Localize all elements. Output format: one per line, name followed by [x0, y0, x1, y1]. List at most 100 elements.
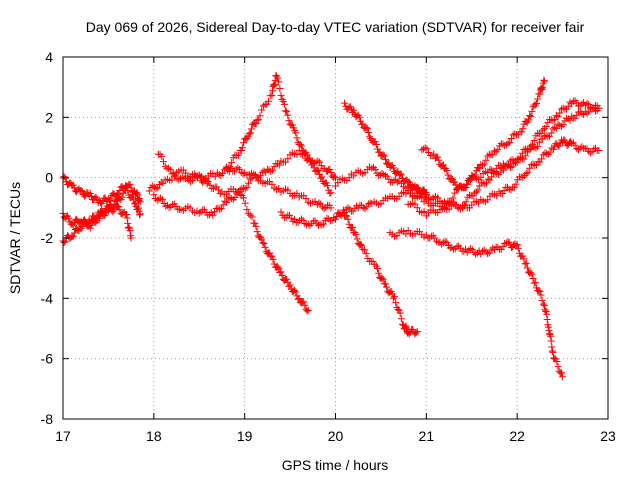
data-point	[444, 171, 452, 179]
series-track-h	[236, 190, 312, 315]
data-point	[590, 145, 598, 153]
y-tick-label: 0	[45, 170, 53, 186]
data-point	[293, 134, 301, 142]
data-point	[374, 264, 382, 272]
data-point	[547, 337, 555, 345]
data-point	[567, 138, 575, 146]
data-point	[330, 214, 338, 222]
data-point	[366, 133, 374, 141]
data-point	[362, 250, 370, 258]
data-point	[60, 173, 68, 181]
data-point	[541, 149, 549, 157]
data-point	[553, 358, 561, 366]
data-point	[302, 195, 310, 203]
data-point	[223, 198, 230, 206]
data-point	[397, 315, 405, 323]
data-point	[545, 327, 553, 335]
data-point	[265, 97, 273, 105]
y-tick-label: -8	[41, 411, 54, 427]
data-point	[544, 323, 552, 331]
data-point	[559, 121, 567, 129]
data-point	[474, 186, 482, 194]
data-point	[458, 183, 466, 191]
data-point	[413, 204, 421, 212]
data-point	[237, 147, 245, 154]
data-point	[559, 104, 567, 112]
data-point	[586, 149, 594, 157]
data-point	[275, 161, 283, 169]
data-point	[472, 188, 480, 196]
data-point	[389, 164, 397, 172]
data-point	[527, 142, 535, 150]
data-point	[304, 306, 312, 314]
data-point	[271, 80, 279, 88]
data-point	[521, 171, 529, 179]
data-point	[306, 221, 314, 229]
data-point	[476, 165, 484, 173]
data-point	[540, 301, 548, 309]
x-tick-label: 19	[237, 428, 253, 444]
data-point	[240, 194, 248, 202]
data-point	[277, 208, 285, 216]
data-point	[239, 170, 247, 178]
data-point	[482, 156, 490, 164]
data-point	[511, 130, 519, 138]
data-point	[525, 145, 533, 153]
data-point	[556, 121, 564, 129]
data-point	[380, 152, 388, 160]
data-point	[150, 191, 158, 199]
data-point	[522, 170, 530, 178]
data-point	[274, 74, 282, 82]
data-point	[557, 369, 565, 377]
data-point	[217, 205, 225, 213]
data-point	[433, 237, 441, 245]
data-point	[396, 170, 404, 178]
data-point	[412, 329, 420, 337]
data-point	[196, 173, 204, 181]
data-point	[371, 165, 379, 173]
data-point	[301, 301, 309, 309]
grid-lines	[63, 57, 608, 419]
data-point	[551, 115, 559, 123]
data-point	[552, 124, 560, 132]
data-point	[427, 232, 435, 240]
data-point	[479, 161, 487, 169]
data-point	[528, 141, 536, 149]
data-point	[292, 288, 300, 296]
data-point	[318, 221, 326, 229]
data-point	[291, 286, 299, 294]
y-tick-label: 2	[45, 109, 53, 125]
data-point	[529, 160, 537, 168]
data-point	[510, 183, 518, 191]
data-point	[536, 90, 544, 98]
data-point	[313, 166, 321, 174]
data-point	[327, 204, 335, 212]
data-point	[530, 136, 538, 144]
data-point	[402, 324, 410, 332]
y-tick-label: -4	[41, 290, 54, 306]
data-point	[159, 179, 167, 187]
data-point	[300, 298, 308, 306]
data-point	[107, 195, 115, 203]
data-point	[583, 109, 591, 117]
data-point	[588, 105, 596, 113]
data-point	[358, 241, 366, 249]
data-point	[261, 243, 269, 251]
data-point	[349, 224, 357, 232]
data-point	[123, 211, 131, 219]
data-point	[293, 189, 301, 197]
data-point	[480, 160, 488, 168]
data-point	[274, 263, 282, 271]
data-point	[364, 128, 372, 136]
data-point	[441, 205, 448, 213]
data-point	[479, 247, 487, 255]
data-point	[574, 146, 582, 154]
data-point	[425, 148, 433, 156]
data-point	[136, 198, 144, 206]
data-point	[413, 328, 421, 336]
data-point	[480, 246, 488, 254]
x-tick-label: 17	[55, 428, 71, 444]
data-point	[434, 153, 442, 161]
data-point	[243, 206, 251, 214]
data-point	[258, 106, 266, 114]
